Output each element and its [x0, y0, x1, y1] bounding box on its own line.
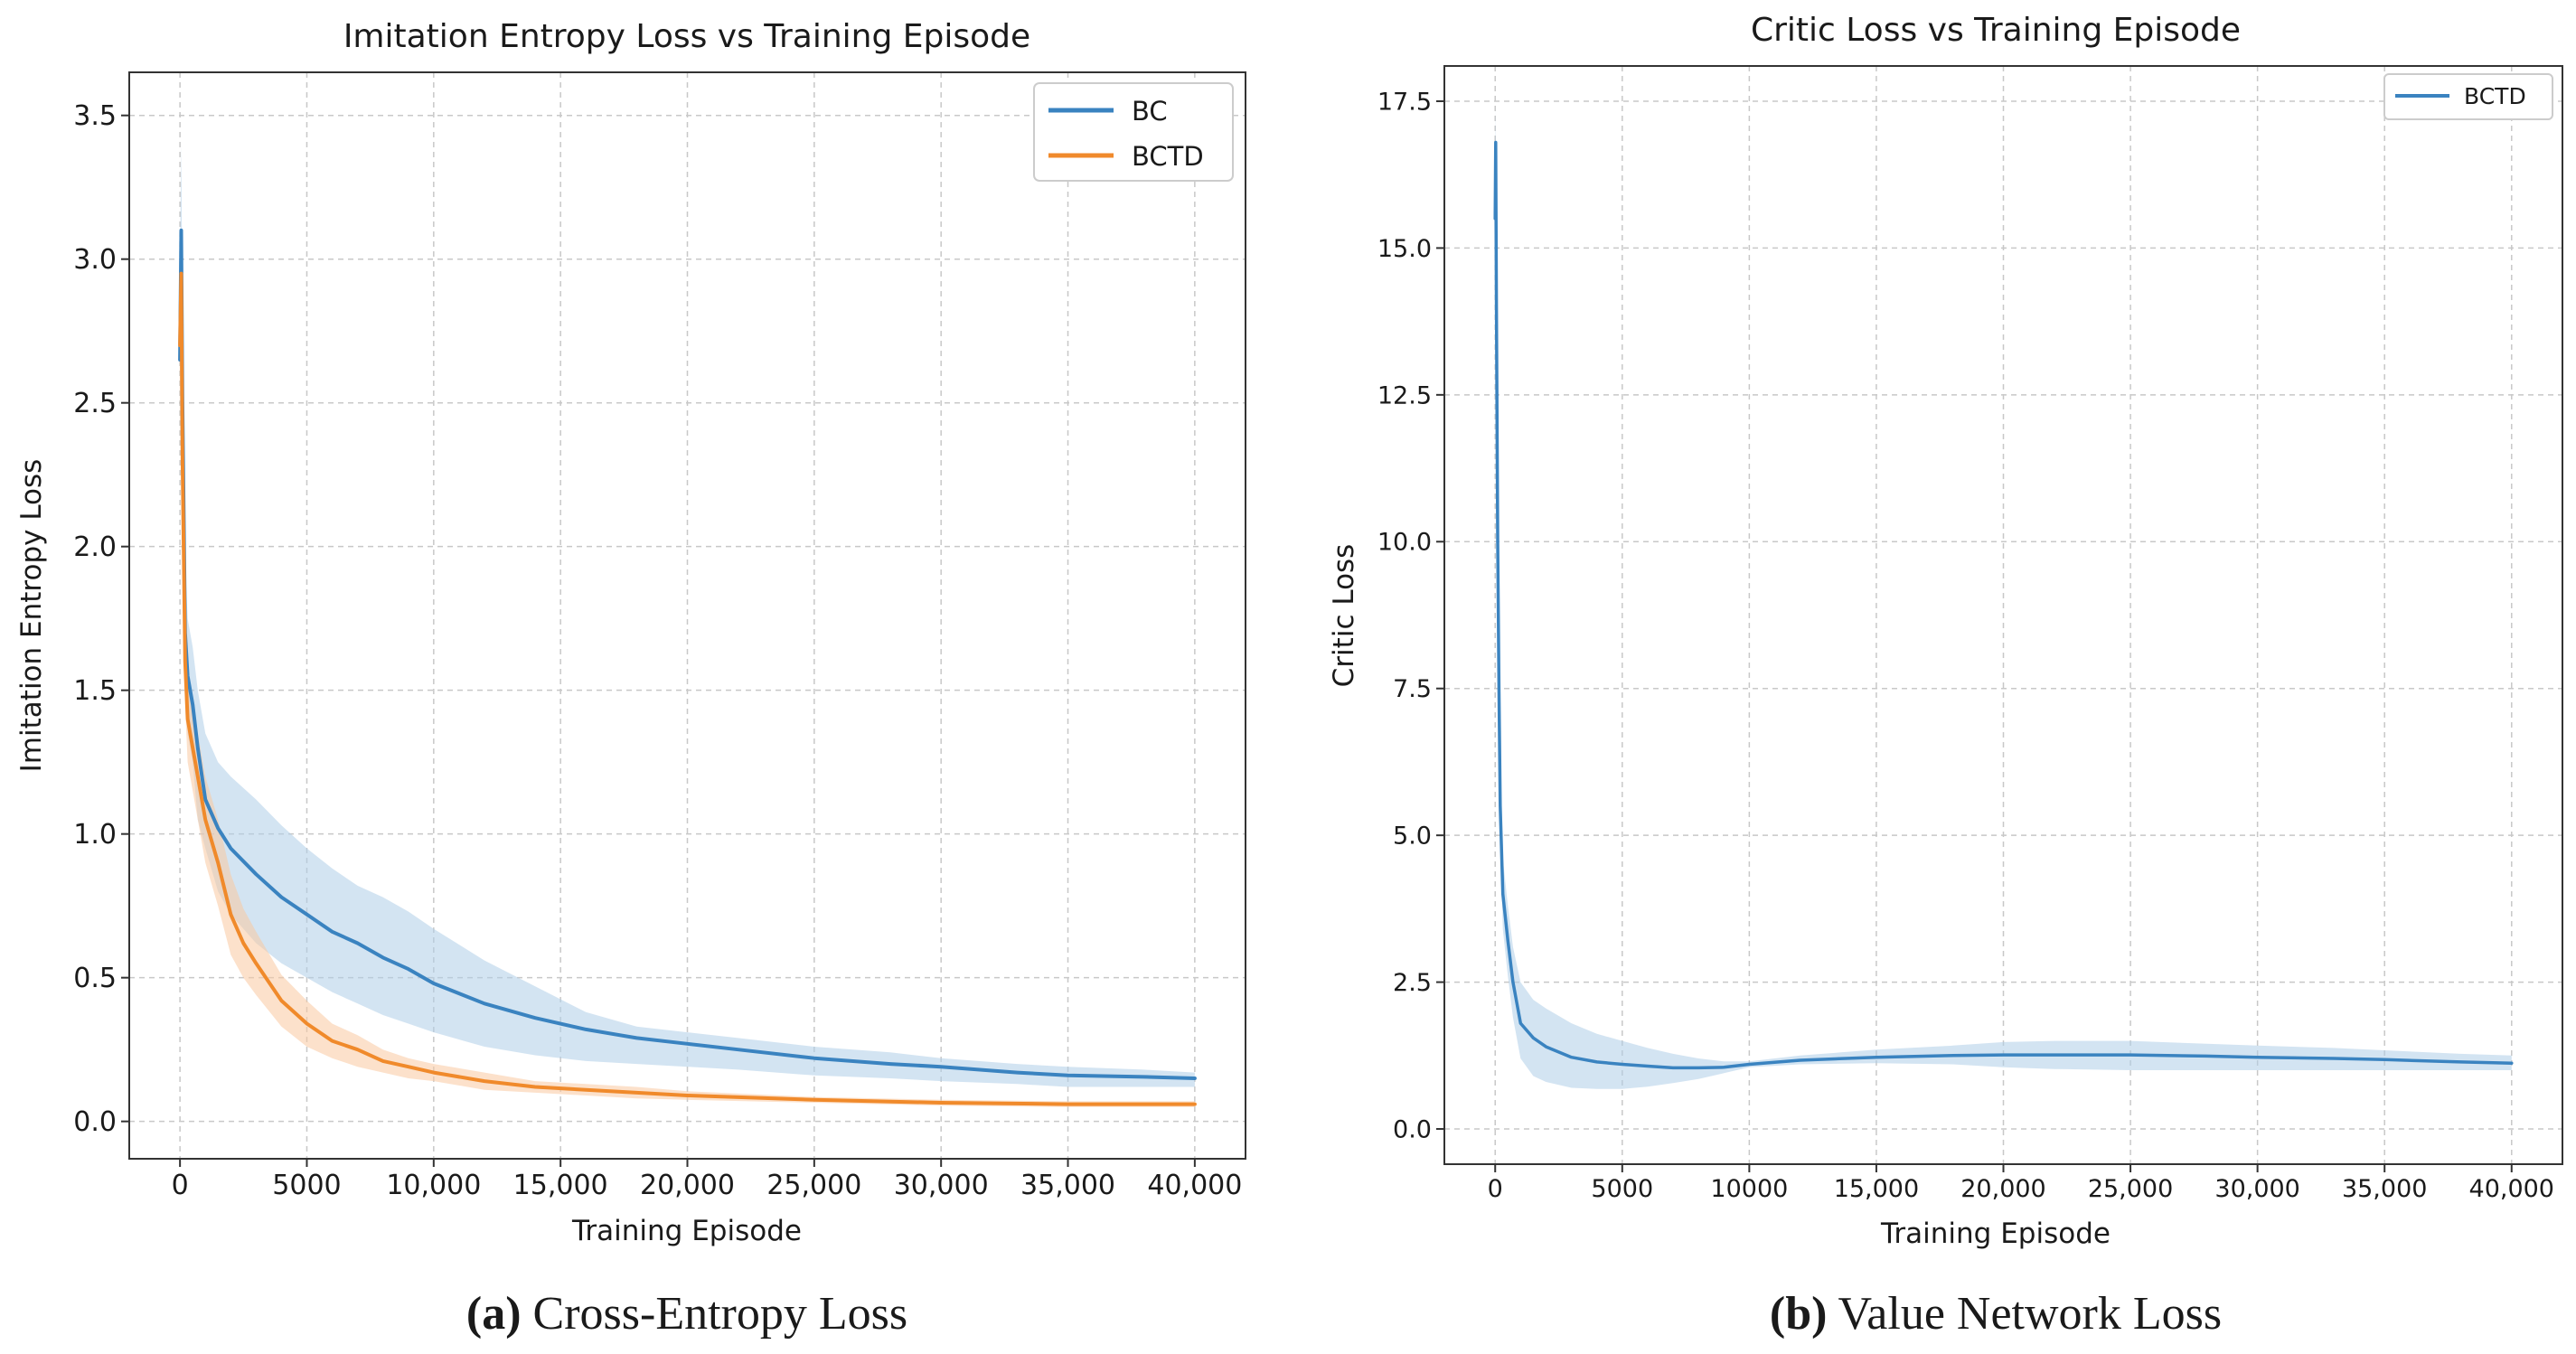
x-tick-label: 25,000: [2088, 1175, 2173, 1203]
chart-a-caption-letter: (a): [466, 1288, 522, 1340]
x-tick-label: 35,000: [2342, 1175, 2427, 1203]
y-tick-label: 17.5: [1377, 88, 1432, 116]
chart-a-series-lines: [178, 228, 1197, 1106]
y-tick-label: 0.0: [73, 1106, 117, 1138]
chart-a-caption: (a) Cross-Entropy Loss: [466, 1288, 907, 1340]
line-bctd: [178, 271, 1197, 1106]
x-tick-label: 0: [172, 1170, 189, 1201]
y-tick-label: 0.5: [73, 963, 117, 994]
panel-a-cross-entropy-chart: Imitation Entropy Loss vs Training Episo…: [15, 18, 1246, 1340]
x-tick-label: 30,000: [894, 1170, 989, 1201]
panel-b-value-network-chart: Critic Loss vs Training Episode 0 5000 100…: [1328, 12, 2563, 1340]
chart-b-caption-text: Value Network Loss: [1827, 1288, 2222, 1340]
x-tick-label: 25,000: [766, 1170, 861, 1201]
band-bctd: [180, 230, 1195, 1107]
chart-a-title: Imitation Entropy Loss vs Training Episo…: [343, 18, 1030, 55]
x-tick-label: 40,000: [1147, 1170, 1242, 1201]
y-tick-label: 12.5: [1377, 381, 1432, 409]
x-tick-label: 15,000: [513, 1170, 608, 1201]
chart-b-legend-box: [2383, 73, 2553, 120]
y-tick-label: 3.0: [73, 244, 117, 276]
chart-b-legend: BCTD: [2383, 73, 2553, 120]
chart-b-grid: [1444, 66, 2562, 1164]
chart-b-caption: (b) Value Network Loss: [1770, 1288, 2222, 1340]
y-tick-label: 15.0: [1377, 235, 1432, 263]
chart-b-x-axis-label: Training Episode: [1880, 1218, 2111, 1250]
y-tick-label: 2.0: [73, 531, 117, 563]
chart-b-y-axis-label: Critic Loss: [1328, 544, 1360, 688]
x-tick-label: 10,000: [386, 1170, 481, 1201]
legend-label-bctd: BCTD: [2464, 83, 2526, 109]
legend-label-bc: BC: [1132, 96, 1168, 127]
y-tick-label: 1.5: [73, 675, 117, 707]
chart-a-y-ticks: 0.0 0.5 1.0 1.5 2.0 2.5 3.0 3.5: [73, 100, 129, 1138]
y-tick-label: 2.5: [73, 388, 117, 419]
x-tick-label: 5000: [1591, 1175, 1653, 1203]
x-tick-label: 20,000: [640, 1170, 735, 1201]
x-tick-label: 20,000: [1960, 1175, 2045, 1203]
x-tick-label: 0: [1488, 1175, 1503, 1203]
chart-b-y-ticks: 0.0 2.5 5.0 7.5 10.0 12.5 15.0 17.5: [1377, 88, 1444, 1143]
x-tick-label: 15,000: [1834, 1175, 1919, 1203]
chart-a-legend: BC BCTD: [1033, 82, 1234, 182]
y-tick-label: 1.0: [73, 819, 117, 851]
y-tick-label: 0.0: [1393, 1115, 1432, 1143]
chart-b-series-lines: [1493, 140, 2514, 1070]
line-bctd: [1493, 140, 2514, 1070]
x-tick-label: 35,000: [1020, 1170, 1115, 1201]
line-bc: [178, 228, 1197, 1080]
chart-b-x-ticks: 0 5000 10000 15,000 20,000 25,000 30,000 35,000…: [1488, 1164, 2554, 1203]
chart-a-x-axis-label: Training Episode: [571, 1215, 802, 1247]
legend-label-bctd: BCTD: [1132, 141, 1204, 172]
x-tick-label: 10000: [1710, 1175, 1788, 1203]
y-tick-label: 10.0: [1377, 529, 1432, 557]
y-tick-label: 7.5: [1393, 675, 1432, 703]
chart-a-x-ticks: 0 5000 10,000 15,000 20,000 25,000 30,000 35,00…: [172, 1159, 1242, 1201]
x-tick-label: 5000: [272, 1170, 341, 1201]
x-tick-label: 40,000: [2469, 1175, 2554, 1203]
y-tick-label: 3.5: [73, 100, 117, 132]
chart-a-y-axis-label: Imitation Entropy Loss: [15, 459, 48, 773]
x-tick-label: 30,000: [2214, 1175, 2299, 1203]
chart-b-title: Critic Loss vs Training Episode: [1751, 12, 2241, 49]
chart-b-caption-letter: (b): [1770, 1288, 1828, 1340]
y-tick-label: 2.5: [1393, 969, 1432, 997]
y-tick-label: 5.0: [1393, 823, 1432, 851]
chart-a-confidence-bands: [180, 144, 1195, 1107]
chart-a-caption-text: Cross-Entropy Loss: [522, 1288, 908, 1340]
